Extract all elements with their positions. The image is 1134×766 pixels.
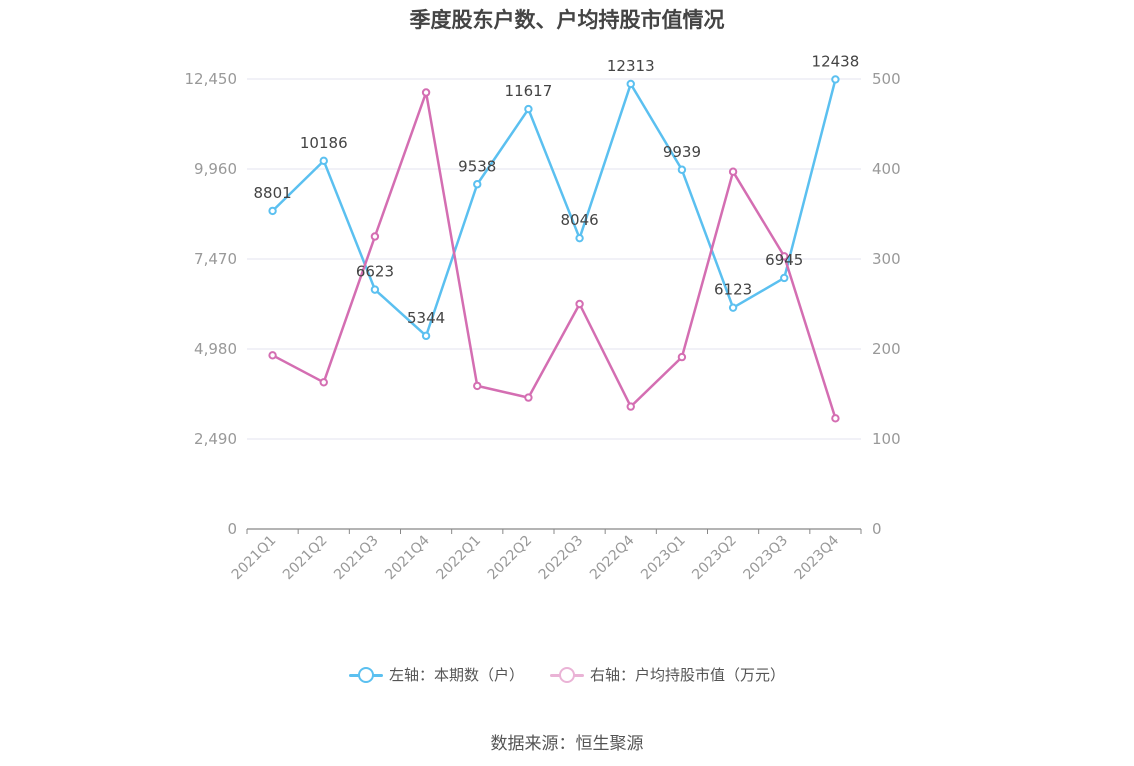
right-series-point <box>473 381 482 391</box>
x-axis-tick-label: 2022Q1 <box>433 533 484 584</box>
x-axis-tick-label: 2023Q2 <box>689 533 740 584</box>
x-axis-tick-label: 2023Q4 <box>792 532 843 583</box>
legend: 左轴：本期数（户） 右轴：户均持股市值（万元） <box>0 664 1134 685</box>
left-axis-tick-label: 4,980 <box>194 340 237 358</box>
left-axis-tick-label: 7,470 <box>194 250 237 268</box>
right-series-point <box>319 378 328 387</box>
left-series-point <box>831 75 840 84</box>
left-series-data-label: 6123 <box>714 281 752 299</box>
right-series-point <box>524 393 533 402</box>
right-axis-tick-label: 0 <box>872 520 882 538</box>
left-series-data-label: 12313 <box>607 57 655 75</box>
right-series-point <box>728 167 738 176</box>
source-note: 数据来源：恒生聚源 <box>490 734 644 754</box>
right-series-point <box>575 299 584 309</box>
left-axis-tick-label: 12,450 <box>185 70 238 88</box>
x-axis-tick-label: 2021Q2 <box>280 533 331 584</box>
left-series-data-label: 6945 <box>765 251 803 269</box>
left-series-data-label: 8046 <box>560 211 598 229</box>
right-axis-tick-label: 300 <box>872 250 901 268</box>
x-axis-tick-label: 2021Q4 <box>382 532 433 583</box>
x-axis-tick-label: 2022Q2 <box>485 533 536 584</box>
left-series-point <box>575 233 584 243</box>
left-series-data-label: 10186 <box>300 134 348 152</box>
x-axis-tick-label: 2022Q3 <box>536 533 587 584</box>
left-series-data-label: 9538 <box>458 157 496 175</box>
left-axis-tick-label: 2,490 <box>194 430 237 448</box>
right-axis-tick-label: 400 <box>872 160 901 178</box>
x-axis-tick-label: 2023Q1 <box>638 533 689 584</box>
x-axis-tick-label: 2022Q4 <box>587 532 638 583</box>
left-series-line <box>271 79 837 338</box>
right-series-point <box>268 351 277 360</box>
left-series-point <box>319 156 328 166</box>
right-series-point <box>677 352 687 362</box>
x-axis-tick-label: 2021Q1 <box>229 533 280 584</box>
right-axis-tick-label: 500 <box>872 70 901 88</box>
left-series-data-label: 9939 <box>663 143 701 161</box>
left-series-point <box>780 273 789 283</box>
right-series-point <box>421 88 431 97</box>
right-series-point <box>626 402 635 411</box>
left-axis-tick-label: 9,960 <box>194 160 237 178</box>
legend-swatch-left-icon <box>348 666 383 683</box>
left-axis-tick-label: 0 <box>227 520 237 538</box>
x-axis-tick-label: 2021Q3 <box>331 533 382 584</box>
legend-label-left: 左轴：本期数（户） <box>388 666 524 684</box>
right-axis-tick-label: 200 <box>872 340 901 358</box>
left-series-point <box>626 79 635 89</box>
legend-swatch-right-icon <box>550 666 584 683</box>
left-series-point <box>728 303 738 312</box>
left-series-point <box>370 285 380 294</box>
x-axis-tick-label: 2023Q3 <box>740 533 791 584</box>
right-series-point <box>780 252 789 261</box>
legend-item-left-series[interactable]: 左轴：本期数（户） <box>348 664 524 685</box>
left-series-point <box>421 331 431 341</box>
left-series-point <box>524 104 533 114</box>
right-series-line <box>271 91 837 419</box>
left-series-data-label: 5344 <box>407 309 445 327</box>
legend-label-right: 右轴：户均持股市值（万元） <box>590 666 786 684</box>
chart-title: 季度股东户数、户均持股市值情况 <box>409 8 725 32</box>
right-series-point <box>831 414 840 423</box>
left-series-data-label: 6623 <box>356 263 394 281</box>
left-series-point <box>268 206 277 216</box>
left-series-point <box>677 165 687 174</box>
legend-item-right-series[interactable]: 右轴：户均持股市值（万元） <box>550 664 785 685</box>
right-axis-tick-label: 100 <box>872 430 901 448</box>
left-series-data-label: 12438 <box>812 52 860 70</box>
left-series-data-label: 8801 <box>253 184 291 202</box>
left-series-data-label: 11617 <box>505 82 553 100</box>
right-series-point <box>370 232 380 241</box>
left-series-point <box>473 180 482 189</box>
